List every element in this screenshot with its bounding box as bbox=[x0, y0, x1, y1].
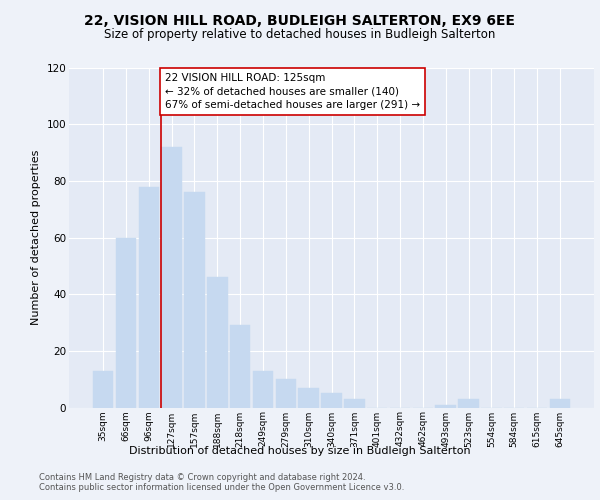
Bar bbox=[207, 277, 227, 407]
Bar bbox=[344, 399, 365, 407]
Bar bbox=[275, 379, 296, 408]
Bar bbox=[93, 370, 113, 408]
Bar bbox=[321, 394, 342, 407]
Y-axis label: Number of detached properties: Number of detached properties bbox=[31, 150, 41, 325]
Bar bbox=[550, 399, 570, 407]
Text: Contains HM Land Registry data © Crown copyright and database right 2024.: Contains HM Land Registry data © Crown c… bbox=[39, 472, 365, 482]
Text: 22, VISION HILL ROAD, BUDLEIGH SALTERTON, EX9 6EE: 22, VISION HILL ROAD, BUDLEIGH SALTERTON… bbox=[85, 14, 515, 28]
Text: 22 VISION HILL ROAD: 125sqm
← 32% of detached houses are smaller (140)
67% of se: 22 VISION HILL ROAD: 125sqm ← 32% of det… bbox=[165, 73, 420, 110]
Bar bbox=[184, 192, 205, 408]
Bar bbox=[253, 370, 273, 408]
Bar bbox=[139, 186, 159, 408]
Bar bbox=[436, 404, 456, 407]
Text: Distribution of detached houses by size in Budleigh Salterton: Distribution of detached houses by size … bbox=[129, 446, 471, 456]
Bar bbox=[116, 238, 136, 408]
Text: Contains public sector information licensed under the Open Government Licence v3: Contains public sector information licen… bbox=[39, 484, 404, 492]
Bar bbox=[230, 326, 250, 407]
Text: Size of property relative to detached houses in Budleigh Salterton: Size of property relative to detached ho… bbox=[104, 28, 496, 41]
Bar bbox=[458, 399, 479, 407]
Bar bbox=[298, 388, 319, 407]
Bar bbox=[161, 147, 182, 407]
